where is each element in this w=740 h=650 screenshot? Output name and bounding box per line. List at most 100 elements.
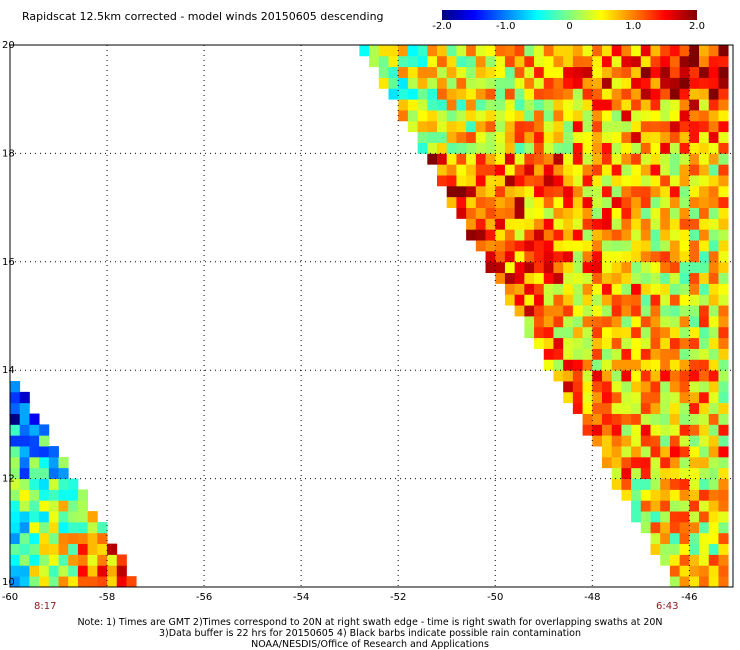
heatmap-cell [495, 153, 506, 165]
heatmap-cell [621, 446, 632, 458]
heatmap-cell [514, 45, 525, 57]
heatmap-cell [611, 207, 622, 219]
heatmap-cell [553, 240, 564, 252]
heatmap-cell [398, 99, 409, 111]
heatmap-cell [582, 55, 593, 68]
heatmap-cell [514, 240, 525, 252]
heatmap-cell [19, 532, 30, 545]
heatmap-cell [631, 110, 642, 122]
heatmap-cell [563, 283, 574, 295]
heatmap-cell [699, 66, 710, 78]
heatmap-cell [621, 370, 632, 382]
heatmap-cell [660, 305, 671, 317]
heatmap-cell [699, 565, 710, 577]
heatmap-cell [48, 446, 59, 458]
heatmap-cell [475, 88, 486, 100]
heatmap-cell [689, 391, 700, 404]
heatmap-cell [10, 576, 21, 588]
heatmap-cell [572, 185, 583, 198]
heatmap-cell [708, 55, 719, 68]
heatmap-cell [669, 402, 681, 414]
heatmap-cell [689, 164, 700, 176]
heatmap-cell [77, 521, 89, 534]
heatmap-cell [446, 164, 457, 176]
heatmap-cell [650, 185, 661, 198]
heatmap-cell [572, 272, 583, 284]
heatmap-cell [446, 142, 457, 154]
heatmap-cell [689, 359, 700, 371]
heatmap-cell [524, 218, 535, 230]
heatmap-cell [611, 185, 622, 198]
heatmap-cell [582, 381, 593, 393]
heatmap-cell [660, 467, 671, 479]
heatmap-cell [640, 402, 651, 414]
heatmap-cell [708, 283, 719, 295]
heatmap-cell [475, 196, 486, 208]
heatmap-cell [48, 521, 59, 534]
heatmap-cell [29, 543, 40, 555]
heatmap-cell [699, 316, 710, 328]
heatmap-cell [572, 316, 583, 328]
heatmap-cell [708, 207, 719, 219]
heatmap-cell [58, 489, 69, 501]
heatmap-cell [640, 131, 651, 143]
y-tick-label: 14 [2, 365, 15, 376]
heatmap-cell [592, 240, 603, 252]
heatmap-cell [689, 413, 700, 425]
heatmap-cell [689, 185, 700, 198]
heatmap-cell [58, 456, 69, 469]
heatmap-cell [68, 511, 79, 523]
heatmap-cell [369, 55, 380, 68]
heatmap-cell [97, 543, 108, 555]
heatmap-cell [369, 45, 380, 57]
heatmap-cell [466, 110, 477, 122]
heatmap-cell [466, 99, 477, 111]
heatmap-cell [592, 66, 603, 78]
heatmap-cell [572, 348, 583, 360]
heatmap-cell [640, 305, 651, 317]
heatmap-cell [582, 99, 593, 111]
x-tick-label: -60 [2, 592, 18, 603]
heatmap-cell [572, 207, 583, 219]
heatmap-cell [68, 532, 79, 545]
heatmap-cell [456, 55, 467, 68]
heatmap-cell [660, 45, 671, 57]
heatmap-cell [29, 489, 40, 501]
heatmap-cell [640, 175, 651, 187]
heatmap-cell [514, 294, 525, 306]
heatmap-cell [650, 424, 661, 436]
colorbar-tick-label: 0 [566, 21, 573, 32]
heatmap-cell [689, 196, 700, 208]
heatmap-cell [68, 478, 79, 490]
heatmap-cell [29, 576, 40, 588]
heatmap-cell [582, 131, 593, 143]
heatmap-cell [601, 250, 613, 263]
heatmap-cell [437, 175, 448, 187]
heatmap-cell [601, 348, 613, 360]
heatmap-cell [466, 164, 477, 176]
heatmap-cell [58, 478, 69, 490]
heatmap-cell [621, 218, 632, 230]
heatmap-cell [669, 413, 681, 425]
heatmap-cell [19, 413, 30, 425]
heatmap-cell [669, 99, 681, 111]
heatmap-cell [388, 77, 399, 89]
heatmap-cell [699, 456, 710, 469]
heatmap-cell [679, 435, 690, 447]
heatmap-cell [534, 337, 545, 349]
heatmap-cell [660, 359, 671, 371]
heatmap-cell [485, 120, 496, 133]
heatmap-cell [534, 316, 545, 328]
heatmap-cell [699, 576, 710, 588]
heatmap-cell [640, 478, 651, 490]
heatmap-cell [718, 99, 729, 111]
heatmap-cell [631, 511, 642, 523]
heatmap-cell [669, 305, 681, 317]
heatmap-cell [534, 153, 545, 165]
heatmap-cell [669, 500, 681, 512]
heatmap-cell [592, 337, 603, 349]
heatmap-cell [10, 456, 21, 469]
heatmap-cell [708, 576, 719, 588]
heatmap-cell [572, 326, 583, 339]
heatmap-cell [495, 185, 506, 198]
